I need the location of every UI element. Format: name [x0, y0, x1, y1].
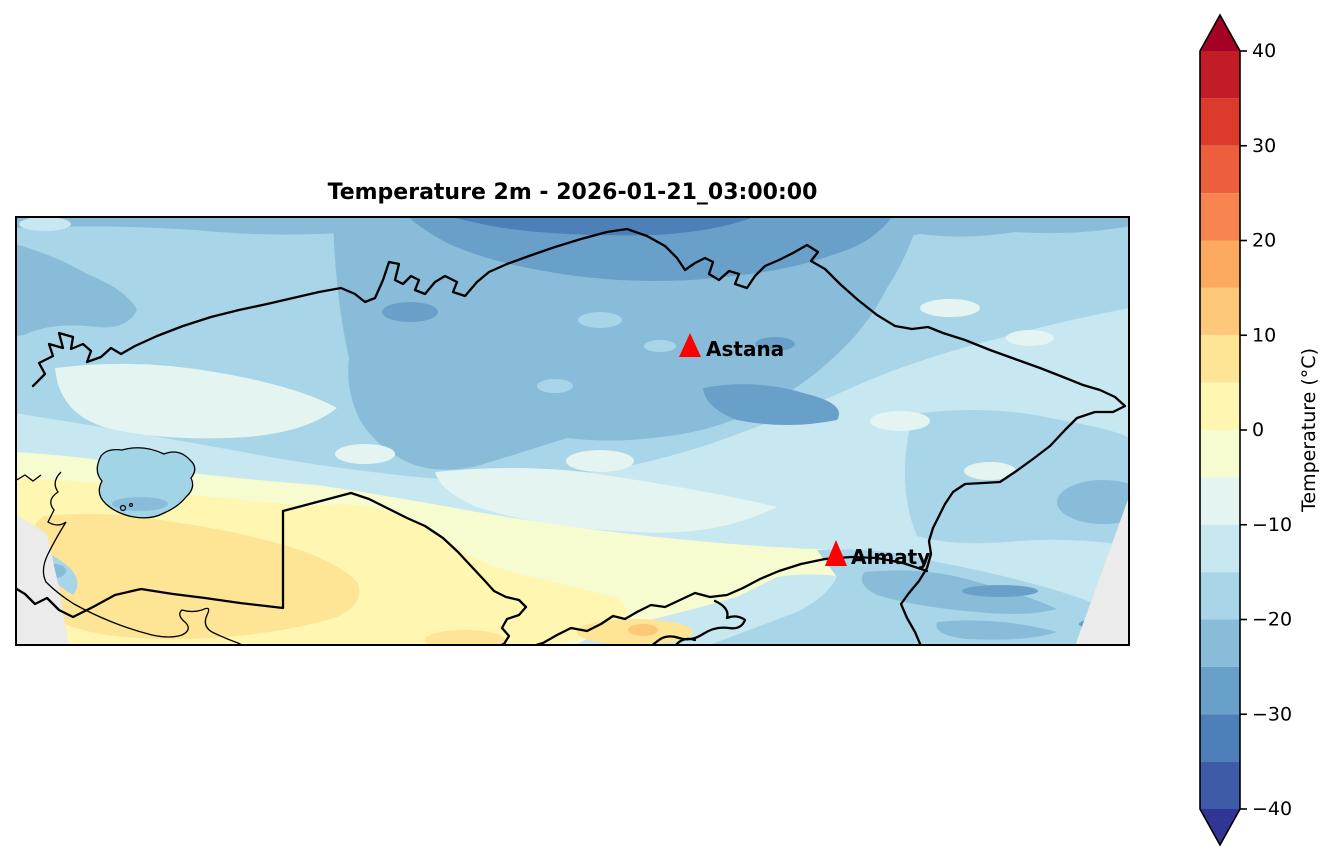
colorbar-tick-m40: −40 — [1252, 798, 1292, 820]
colorbar-tick-m20: −20 — [1252, 609, 1292, 631]
colorbar-segment — [1200, 335, 1240, 383]
field-light-spot — [19, 217, 71, 231]
colorbar-under-triangle — [1200, 809, 1240, 845]
colorbar-segment — [1200, 287, 1240, 336]
field-east-band-minus20 — [904, 410, 1130, 546]
colorbar-segment — [1200, 714, 1240, 762]
astana-label: Astana — [706, 337, 784, 361]
colorbar-over-triangle — [1200, 15, 1240, 51]
aral-island-mark — [129, 503, 133, 507]
colorbar-tick-40: 40 — [1252, 40, 1276, 62]
colorbar-segment — [1200, 524, 1240, 573]
field-dark-streak — [382, 302, 438, 322]
aral-island-mark — [119, 504, 127, 512]
russia-china-border-line — [31, 227, 1127, 646]
field-light-spot — [644, 340, 676, 352]
colorbar-segment — [1200, 619, 1240, 667]
field-centersouth-light-minus10 — [435, 468, 777, 533]
temperature-map: Astana Almaty — [15, 216, 1130, 646]
colorbar-segment — [1200, 382, 1240, 431]
field-ne-dark — [1057, 480, 1130, 524]
colorbar-segment — [1200, 145, 1240, 194]
almaty-marker — [825, 540, 847, 566]
colorbar-segment — [1200, 477, 1240, 525]
almaty-label: Almaty — [851, 545, 930, 569]
field-top-center-minus35 — [447, 216, 757, 236]
colorbar-segment — [1200, 193, 1240, 241]
plot-title: Temperature 2m - 2026-01-21_03:00:00 — [327, 180, 818, 205]
field-top-center-minus30 — [407, 216, 893, 281]
colorbar-ticks — [1240, 50, 1247, 810]
colorbar-tick-30: 30 — [1252, 135, 1276, 157]
field-orange-spot-10to15 — [628, 624, 658, 636]
field-light-spot — [578, 312, 622, 328]
out-of-domain-wedge-left — [15, 514, 69, 646]
field-west-blob-minus25 — [15, 244, 137, 336]
field-east-light — [870, 411, 930, 431]
field-se-streak-minus25 — [936, 620, 1057, 640]
field-golden-patch — [425, 630, 505, 646]
field-dark-streak-se-astana — [703, 384, 839, 425]
colorbar-segment — [1200, 666, 1240, 715]
uzbek-kazakh-border-line — [15, 491, 528, 646]
out-of-domain-wedge-right — [1075, 494, 1130, 646]
colorbar-tick-0: 0 — [1252, 419, 1264, 441]
field-east-light — [964, 462, 1016, 480]
field-light-patch — [566, 450, 634, 472]
field-east-light — [1006, 330, 1054, 346]
colorbar: 40 30 20 10 0 −10 −20 −30 −40 Temperatur… — [1199, 13, 1320, 847]
field-light-patch — [335, 444, 395, 464]
colorbar-segment — [1200, 98, 1240, 146]
colorbar-tick-m30: −30 — [1252, 703, 1292, 725]
field-east-light — [920, 299, 980, 317]
field-se-dark-ridge — [962, 585, 1038, 597]
colorbar-segment — [1200, 430, 1240, 478]
caspian-coastline — [42, 471, 245, 646]
colorbar-segment — [1200, 761, 1240, 809]
field-uzbek-yellow-0to5 — [286, 504, 451, 579]
field-se-streak-minus25 — [861, 570, 1057, 614]
field-light-spot — [537, 379, 573, 393]
caspian-north-shore — [15, 474, 42, 482]
map-frame — [15, 216, 1130, 646]
field-midwest-light-minus10 — [55, 363, 337, 439]
field-dark-spot — [755, 337, 795, 351]
colorbar-segment — [1200, 240, 1240, 288]
colorbar-tick-10: 10 — [1252, 324, 1276, 346]
colorbar-axis-label: Temperature (°C) — [1298, 348, 1320, 513]
colorbar-segment — [1200, 572, 1240, 620]
astana-marker — [679, 333, 701, 357]
colorbar-segment — [1200, 51, 1240, 99]
colorbar-tick-m10: −10 — [1252, 514, 1292, 536]
colorbar-tick-20: 20 — [1252, 230, 1276, 252]
